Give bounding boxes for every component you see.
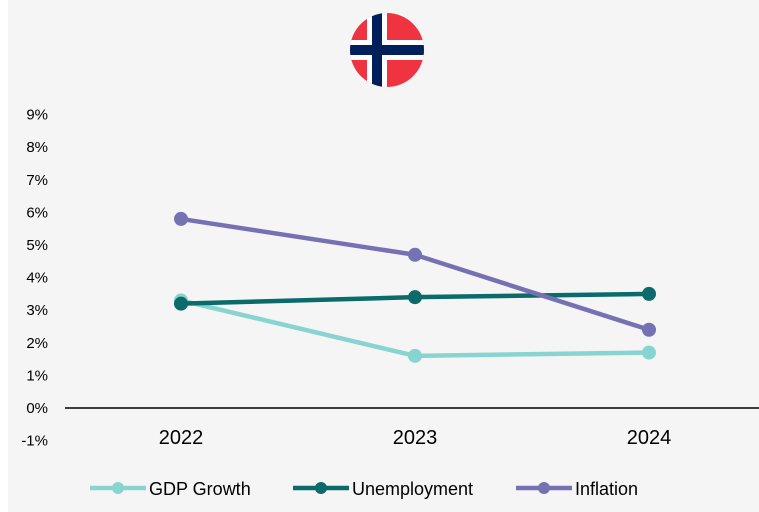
data-point-gdp-growth (642, 345, 656, 360)
data-point-inflation (408, 247, 422, 262)
series-line-inflation (180, 216, 650, 332)
data-point-gdp-growth (408, 348, 422, 363)
data-point-inflation (174, 211, 188, 226)
data-point-unemployment (642, 286, 656, 301)
chart-panel: -1% 0% 1% 2% 3% 4% 5% 6% 7% 8% 9% 2022 2023 2024 GDP G… (8, 0, 759, 512)
flag-blue-horizontal (350, 45, 424, 55)
y-tick-label: 4% (26, 270, 48, 287)
x-tick-label: 2022 (159, 427, 204, 449)
legend-label: Inflation (575, 479, 638, 499)
data-point-inflation (642, 322, 656, 337)
y-tick-label: 8% (26, 139, 48, 156)
legend-marker (315, 482, 327, 494)
legend-item-gdp-growth: GDP Growth (90, 479, 251, 499)
data-point-unemployment (408, 290, 422, 305)
y-tick-label: 3% (26, 302, 48, 319)
y-tick-label: 7% (26, 172, 48, 189)
data-point-unemployment (174, 296, 188, 311)
y-tick-label: 6% (26, 204, 48, 221)
line-chart: -1% 0% 1% 2% 3% 4% 5% 6% 7% 8% 9% 2022 2023 2024 GDP G… (21, 13, 759, 499)
y-tick-label: 5% (26, 237, 48, 254)
legend-marker (112, 482, 124, 494)
y-tick-label: -1% (21, 433, 48, 450)
legend-label: Unemployment (352, 479, 473, 499)
norway-flag-icon (350, 13, 424, 87)
x-tick-label: 2024 (627, 427, 672, 449)
legend-item-unemployment: Unemployment (293, 479, 473, 499)
y-tick-label: 1% (26, 367, 48, 384)
flag-blue-vertical (372, 13, 382, 87)
y-tick-label: 0% (26, 400, 48, 417)
legend-marker (538, 482, 550, 494)
x-tick-label: 2023 (393, 427, 438, 449)
y-tick-label: 2% (26, 335, 48, 352)
y-tick-label: 9% (26, 107, 48, 124)
legend-label: GDP Growth (149, 479, 251, 499)
legend-item-inflation: Inflation (516, 479, 638, 499)
